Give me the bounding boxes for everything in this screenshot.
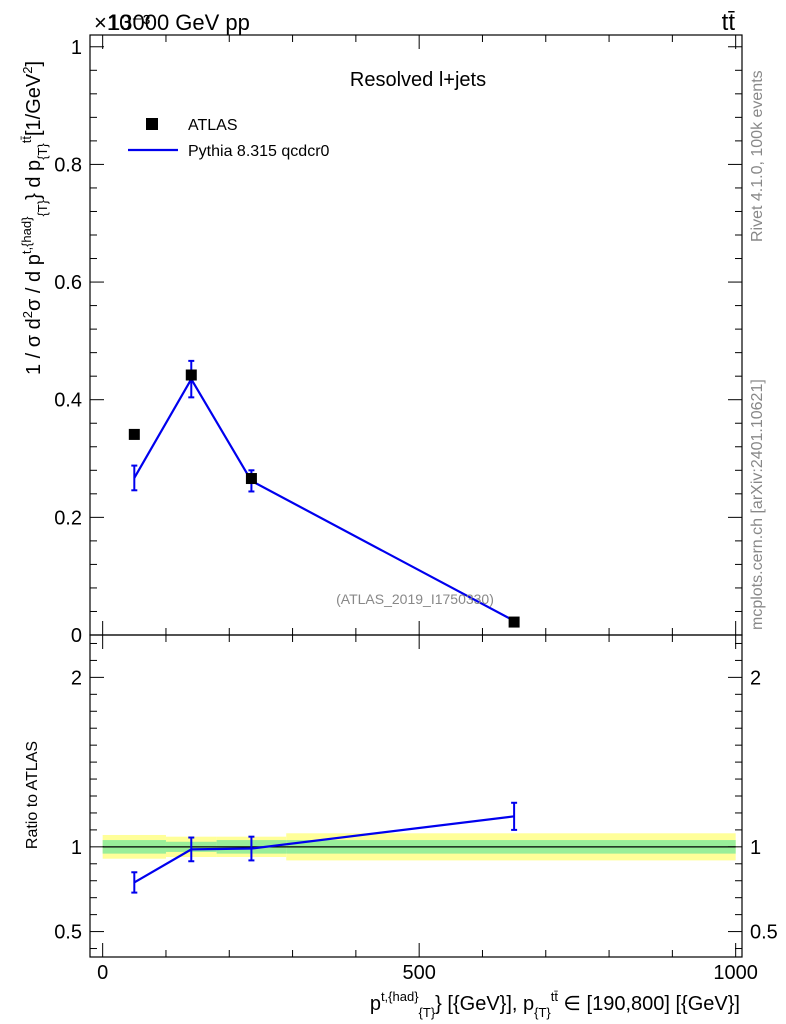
main-y-tick-label: 0.8 xyxy=(54,154,82,176)
legend-atlas-marker xyxy=(146,118,158,130)
ratio-error-bar xyxy=(511,801,518,831)
ratio-axis-ticks: 0.5 0.5 1 1 2 2 0 500 1000 xyxy=(54,635,778,984)
main-y-axis-label: 1 / σ d2σ / d pt,{had}{T}} d p{T}tt̄[1/G… xyxy=(19,61,50,375)
legend-pythia-label: Pythia 8.315 qcdcr0 xyxy=(188,143,330,160)
x-axis-label: pt,{had}{T}} [{GeV}], p{T}tt̄ ∈ [190,800… xyxy=(370,989,740,1020)
energy-label: 13000 GeV pp xyxy=(108,10,250,35)
main-panel: 0 0.2 0.4 0.6 0.8 1 Resolved l+jets (ATLAS_20… xyxy=(19,34,743,647)
main-y-tick-label: 0.2 xyxy=(54,507,82,529)
ratio-error-bar xyxy=(131,871,138,894)
ratio-y-tick-label-right: 1 xyxy=(750,837,761,859)
x-tick-label: 1000 xyxy=(713,962,758,984)
main-plot-marks xyxy=(128,359,520,628)
ratio-plot-marks xyxy=(102,801,736,894)
ratio-y-tick-label-left: 0.5 xyxy=(54,922,82,944)
atlas-data-point xyxy=(128,428,140,440)
mcplots-label: mcplots.cern.ch [arXiv:2401.10621] xyxy=(749,379,766,630)
x-tick-label: 500 xyxy=(402,962,435,984)
analysis-watermark: (ATLAS_2019_I1750330) xyxy=(336,591,494,607)
legend: ATLAS Pythia 8.315 qcdcr0 xyxy=(128,117,330,160)
process-label: tt̄ xyxy=(722,9,736,36)
exponent-label: ×10⁻³ xyxy=(94,10,150,35)
legend-atlas-label: ATLAS xyxy=(188,117,238,134)
ratio-error-bar xyxy=(188,836,195,863)
rivet-label: Rivet 4.1.0, 100k events xyxy=(749,70,766,242)
ratio-panel: 0.5 0.5 1 1 2 2 0 500 1000 Ratio to ATLAS pt,{ha… xyxy=(24,634,778,1020)
ratio-error-bar xyxy=(248,835,255,862)
main-y-tick-label: 1 xyxy=(71,37,82,59)
main-y-tick-label: 0.6 xyxy=(54,272,82,294)
pythia-series-line xyxy=(133,376,515,622)
ratio-y-tick-label-left: 1 xyxy=(71,837,82,859)
ratio-y-tick-label-right: 0.5 xyxy=(750,922,778,944)
atlas-data-point xyxy=(508,616,520,628)
atlas-data-point xyxy=(245,473,257,485)
main-y-tick-label: 0.4 xyxy=(54,390,82,412)
ratio-y-tick-label-left: 2 xyxy=(71,667,82,689)
main-y-tick-label: 0 xyxy=(71,625,82,647)
atlas-data-point xyxy=(185,369,197,381)
ratio-series-line xyxy=(133,815,515,884)
main-axis-ticks: 0 0.2 0.4 0.6 0.8 1 xyxy=(54,35,742,647)
x-tick-label: 0 xyxy=(97,962,108,984)
ratio-frame xyxy=(89,634,743,958)
pythia-error-bar xyxy=(131,464,138,492)
main-title: Resolved l+jets xyxy=(350,69,486,91)
ratio-y-axis-label: Ratio to ATLAS xyxy=(24,741,41,849)
ratio-y-tick-label-right: 2 xyxy=(750,667,761,689)
